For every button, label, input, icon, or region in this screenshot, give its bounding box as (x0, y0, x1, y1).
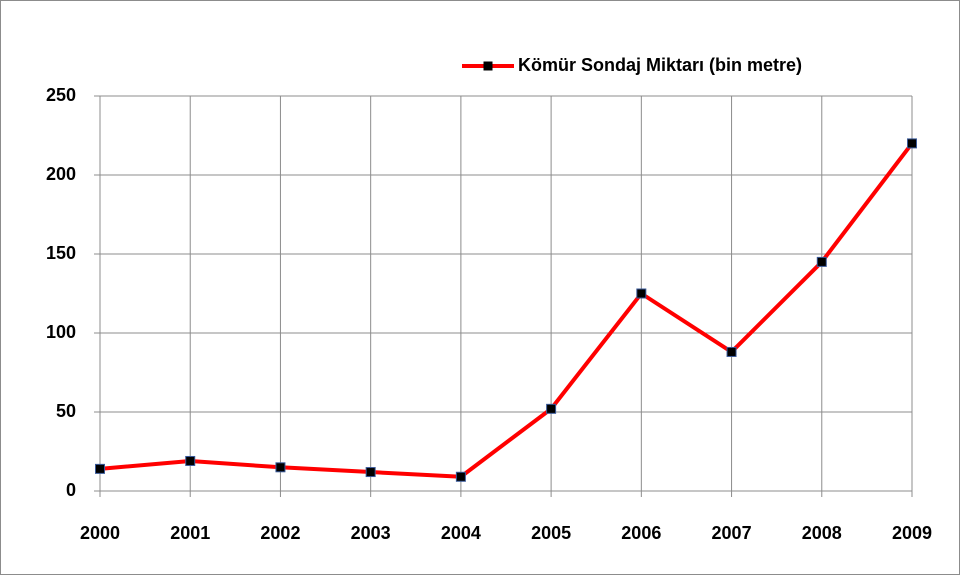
y-tick-label: 100 (46, 322, 76, 342)
data-point (726, 346, 737, 357)
data-point (546, 403, 557, 414)
x-tick-label: 2009 (892, 523, 932, 543)
data-point (185, 455, 196, 466)
x-tick-label: 2005 (531, 523, 571, 543)
data-point (455, 471, 466, 482)
y-tick-label: 150 (46, 243, 76, 263)
x-tick-label: 2006 (621, 523, 661, 543)
x-tick-label: 2004 (441, 523, 481, 543)
data-point (816, 256, 827, 267)
x-tick-label: 2001 (170, 523, 210, 543)
legend-label: Kömür Sondaj Miktarı (bin metre) (518, 55, 802, 75)
x-tick-label: 2003 (351, 523, 391, 543)
data-point (636, 288, 647, 299)
data-point (275, 462, 286, 473)
y-tick-label: 0 (66, 480, 76, 500)
y-tick-label: 250 (46, 85, 76, 105)
data-point (365, 467, 376, 478)
x-tick-label: 2000 (80, 523, 120, 543)
series-line (99, 142, 914, 479)
y-tick-label: 200 (46, 164, 76, 184)
data-point (907, 138, 917, 149)
legend-marker (483, 61, 493, 71)
y-tick-label: 50 (56, 401, 76, 421)
x-tick-label: 2008 (802, 523, 842, 543)
x-tick-label: 2007 (712, 523, 752, 543)
x-tick-label: 2002 (260, 523, 300, 543)
data-point (95, 463, 105, 474)
